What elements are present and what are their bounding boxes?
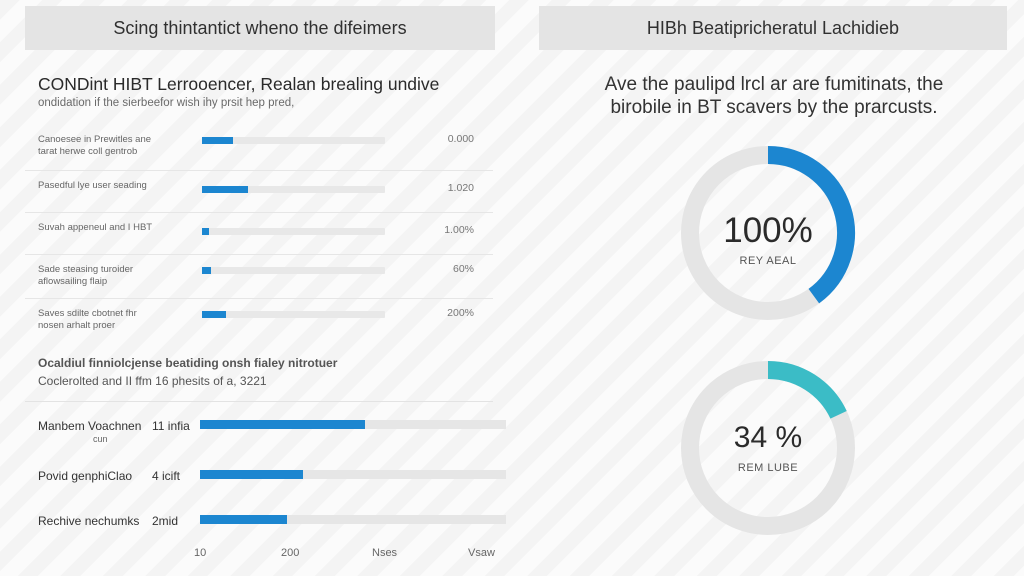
section2-subtitle: Coclerolted and II ffm 16 phesits of a, …: [38, 374, 267, 388]
bar-label: Manbem Voachnen: [38, 419, 142, 433]
bar: [200, 470, 304, 479]
bar-label: Canoesee in Prewitles ane tarat herwe col…: [38, 134, 188, 158]
bar-label: Povid genphiClao: [38, 469, 133, 483]
bar-row: Rechive nechumks 2mid: [25, 505, 506, 549]
bar-label-line: Sade steasing turoider: [38, 264, 134, 275]
left-panel-header-text: Scing thintantict wheno the difeimers: [113, 17, 407, 38]
x-tick-label: Vsaw: [468, 547, 495, 559]
right-panel-description: Ave the paulipd lrcl ar are fumitinats, …: [560, 73, 988, 119]
bar-row: Sade steasing turoider aflowsailing flaip…: [25, 254, 493, 294]
bar-label-line: tarat herwe coll gentrob: [38, 146, 138, 157]
left-chart-title: CONDint HIBT Lerrooencer, Realan brealin…: [38, 74, 440, 94]
bar-track: [202, 137, 385, 144]
x-tick-label: 10: [194, 547, 207, 559]
bar-track: [202, 228, 385, 235]
donut-1-label: REY AEAL: [739, 255, 797, 267]
left-chart-subtitle: ondidation if the sierbeefor wish ihy pr…: [38, 97, 295, 109]
bar-value-label: 60%: [452, 263, 474, 275]
bar-row: Pasedful lye user seading 1.020: [25, 170, 493, 210]
bar-label-line: Canoesee in Prewitles ane: [38, 134, 152, 145]
bar-row: Povid genphiClao 4 icift: [25, 460, 506, 504]
bar: [200, 420, 366, 429]
bar: [200, 515, 287, 524]
right-panel-header-text: HIBh Beatipricheratul Lachidieb: [646, 17, 900, 38]
bar-row: Canoesee in Prewitles ane tarat herwe col…: [25, 125, 493, 165]
bar-label: Saves sdilte cbotnet fhr nosen arhalt pro…: [38, 308, 188, 332]
bar-row: Suvah appeneul and I HBT 1.00%: [25, 212, 493, 252]
bar: [202, 311, 226, 318]
bar: [202, 186, 248, 193]
bar-value-label: 1.00%: [444, 224, 474, 236]
bar-label-number: 2mid: [152, 514, 179, 528]
right-panel-header: HIBh Beatipricheratul Lachidieb: [539, 6, 1007, 50]
donut-2-arc: [767, 361, 847, 419]
bar-label: Pasedful lye user seading: [38, 180, 188, 192]
bar-label-line: Saves sdilte cbotnet fhr: [38, 308, 137, 319]
section2-title: Ocaldiul finniolcjense beatiding onsh fi…: [38, 356, 338, 370]
right-description-line2: birobile in BT scavers by the prarcusts.: [610, 97, 938, 118]
left-panel-header: Scing thintantict wheno the difeimers: [25, 6, 495, 50]
right-description-line1: Ave the paulipd lrcl ar are fumitinats, …: [604, 74, 944, 95]
bar-row: Saves sdilte cbotnet fhr nosen arhalt pro…: [25, 298, 493, 338]
x-tick-label: 200: [281, 547, 300, 559]
bar-track: [200, 420, 506, 429]
bar-row: Manbem Voachnen 11 infia cun: [25, 410, 506, 454]
bar-label: Suvah appeneul and I HBT: [38, 222, 188, 234]
bar-label-line: cun: [93, 434, 108, 444]
donut-chart-2: [681, 361, 855, 535]
bar-label-line: nosen arhalt proer: [38, 320, 116, 331]
bar-track: [202, 186, 385, 193]
bar-track: [200, 470, 506, 479]
bar-track: [202, 267, 385, 274]
x-tick-label: Nses: [372, 547, 398, 559]
donut-1-value: 100%: [723, 211, 813, 250]
bar-value-label: 0.000: [447, 133, 474, 145]
bar-label-line: Suvah appeneul and I HBT: [38, 222, 153, 233]
section2-divider: [25, 401, 493, 402]
bar-track: [200, 515, 506, 524]
donut-chart-1: [681, 146, 855, 320]
bar: [202, 228, 210, 235]
bar-value-label: 200%: [447, 307, 474, 319]
bar: [202, 137, 234, 144]
donut-1-arc: [767, 146, 855, 304]
bar-label-line: Pasedful lye user seading: [38, 180, 147, 191]
bar: [202, 267, 212, 274]
bar-label-number: 4 icift: [152, 469, 181, 483]
bar-value-label: 1.020: [447, 182, 474, 194]
bar-label: Sade steasing turoider aflowsailing flaip: [38, 264, 188, 288]
donut-2-label: REM LUBE: [737, 462, 799, 474]
bar-track: [202, 311, 385, 318]
bar-label-line: aflowsailing flaip: [38, 276, 108, 287]
bar-label: Rechive nechumks: [38, 514, 140, 528]
bar-label-number: 11 infia: [152, 419, 190, 433]
donut-2-value: 34 %: [733, 421, 803, 454]
